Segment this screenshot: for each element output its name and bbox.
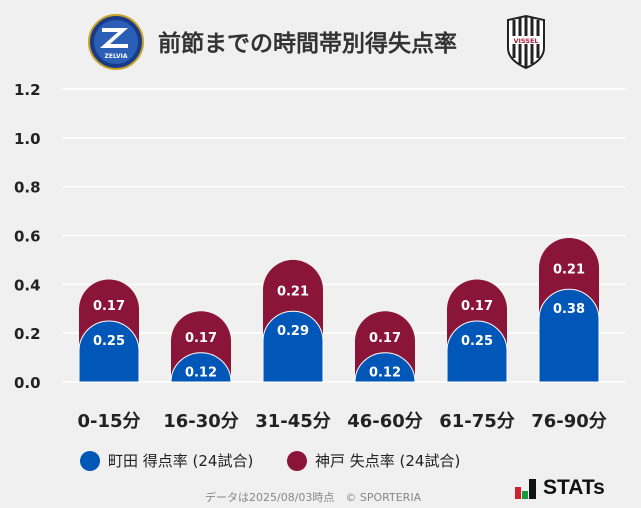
data-label-kobe: 0.17 bbox=[369, 331, 401, 346]
y-tick-label: 0.2 bbox=[14, 325, 41, 343]
y-tick-label: 0.8 bbox=[14, 179, 41, 197]
data-label-kobe: 0.21 bbox=[553, 263, 585, 278]
data-label-kobe: 0.17 bbox=[461, 299, 493, 314]
bar-machida bbox=[354, 352, 416, 383]
bar-machida bbox=[78, 320, 140, 383]
machida-logo: ZELVIA bbox=[88, 14, 144, 70]
y-tick-label: 0.0 bbox=[14, 374, 41, 392]
bar-machida bbox=[446, 320, 508, 383]
bar-machida bbox=[538, 288, 600, 383]
x-tick-label: 46-60分 bbox=[347, 411, 423, 432]
legend-swatch-machida bbox=[80, 450, 100, 471]
data-label-machida: 0.12 bbox=[185, 366, 217, 381]
x-tick-label: 31-45分 bbox=[255, 411, 331, 432]
x-tick-label: 16-30分 bbox=[163, 411, 239, 432]
stats-label: STATs bbox=[543, 476, 605, 499]
data-label-machida: 0.38 bbox=[553, 302, 585, 317]
data-label-machida: 0.12 bbox=[369, 366, 401, 381]
y-tick-label: 0.4 bbox=[14, 276, 41, 294]
data-label-kobe: 0.17 bbox=[93, 299, 125, 314]
svg-text:ZELVIA: ZELVIA bbox=[105, 53, 128, 60]
page-title: 前節までの時間帯別得失点率 bbox=[158, 31, 457, 57]
y-tick-label: 0.6 bbox=[14, 228, 41, 246]
data-label-machida: 0.25 bbox=[461, 334, 493, 349]
data-label-machida: 0.29 bbox=[277, 324, 309, 339]
data-label-kobe: 0.17 bbox=[185, 331, 217, 346]
bar-chart: 0.0 0.2 0.4 0.6 0.8 1.0 1.2 0.17 0.25 0-15分 0.17 0.… bbox=[14, 81, 626, 432]
data-label-kobe: 0.21 bbox=[277, 285, 309, 300]
stats-logo-icon bbox=[515, 479, 536, 499]
footer-note: データは2025/08/03時点 © SPORTERIA bbox=[205, 491, 422, 504]
x-tick-label: 0-15分 bbox=[77, 411, 140, 432]
data-label-machida: 0.25 bbox=[93, 334, 125, 349]
legend-item-kobe: 神戸 失点率 (24試合) bbox=[287, 450, 460, 471]
bar-machida bbox=[170, 352, 232, 383]
x-tick-label: 76-90分 bbox=[531, 411, 607, 432]
bar-machida bbox=[262, 310, 324, 383]
vissel-logo: VISSEL bbox=[507, 14, 545, 70]
legend-swatch-kobe bbox=[287, 450, 307, 471]
y-tick-label: 1.0 bbox=[14, 130, 41, 148]
legend-label-kobe: 神戸 失点率 (24試合) bbox=[315, 452, 461, 470]
stats-brand: STATs bbox=[515, 477, 605, 499]
legend-item-machida: 町田 得点率 (24試合) bbox=[80, 450, 253, 471]
y-tick-label: 1.2 bbox=[14, 81, 41, 99]
svg-text:VISSEL: VISSEL bbox=[513, 37, 538, 45]
legend-label-machida: 町田 得点率 (24試合) bbox=[108, 452, 254, 470]
x-tick-label: 61-75分 bbox=[439, 411, 515, 432]
